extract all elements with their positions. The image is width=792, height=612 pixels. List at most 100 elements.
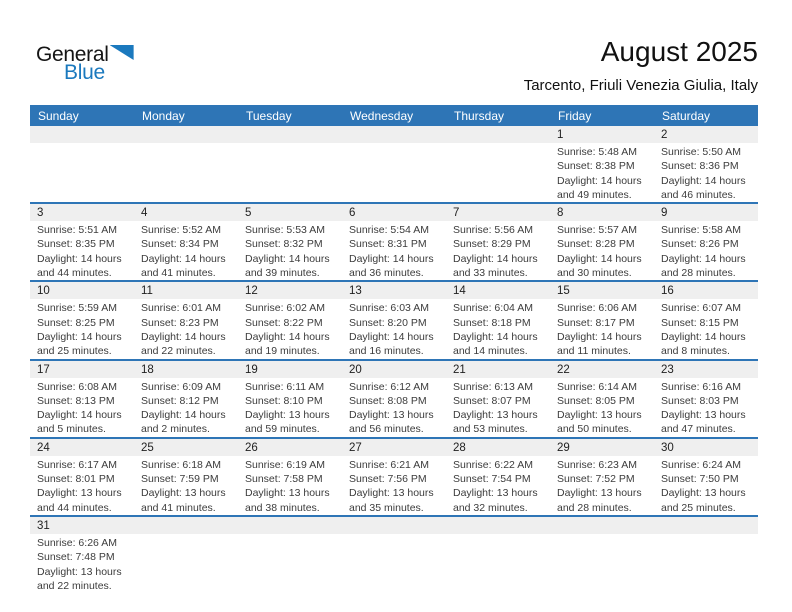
day-cell-22: 22 Sunrise: 6:14 AM Sunset: 8:05 PM Dayligh…: [550, 359, 654, 439]
sunset-text: Sunset: 8:31 PM: [349, 238, 427, 251]
sunrise-text: Sunrise: 6:26 AM: [37, 536, 117, 549]
sunrise-text: Sunrise: 5:57 AM: [557, 224, 637, 237]
day-details: Sunrise: 6:13 AM Sunset: 8:07 PM Daylight:…: [446, 378, 550, 437]
daylight-text: Daylight: 14 hours and 33 minutes.: [453, 252, 538, 280]
empty-cell: [30, 126, 134, 205]
day-details: Sunrise: 5:58 AM Sunset: 8:26 PM Daylight:…: [654, 221, 758, 280]
day-cell-21: 21 Sunrise: 6:13 AM Sunset: 8:07 PM Dayligh…: [446, 359, 550, 439]
calendar-table: Sunday Monday Tuesday Wednesday Thursday Frid…: [30, 105, 758, 593]
sunrise-text: Sunrise: 5:51 AM: [37, 224, 117, 237]
sunset-text: Sunset: 8:10 PM: [245, 394, 323, 407]
week-row-5: 24 Sunrise: 6:17 AM Sunset: 8:01 PM Dayligh…: [30, 437, 758, 517]
logo-text-general: General: [36, 43, 109, 66]
empty-cell: [134, 516, 238, 593]
day-cell-13: 13 Sunrise: 6:03 AM Sunset: 8:20 PM Dayligh…: [342, 281, 446, 361]
day-number-band: 13: [342, 282, 446, 300]
daylight-text: Daylight: 13 hours and 44 minutes.: [37, 487, 122, 514]
sunrise-text: Sunrise: 5:53 AM: [245, 224, 325, 237]
sunset-text: Sunset: 7:54 PM: [453, 473, 531, 486]
sunset-text: Sunset: 8:18 PM: [453, 316, 531, 329]
day-number-band: [550, 516, 654, 534]
sunrise-text: Sunrise: 5:58 AM: [661, 224, 741, 237]
day-details: Sunrise: 6:22 AM Sunset: 7:54 PM Daylight:…: [446, 456, 550, 515]
sunset-text: Sunset: 8:32 PM: [245, 238, 323, 251]
daylight-text: Daylight: 13 hours and 22 minutes.: [37, 565, 122, 592]
daylight-text: Daylight: 14 hours and 2 minutes.: [141, 409, 226, 436]
day-details: Sunrise: 6:06 AM Sunset: 8:17 PM Daylight:…: [550, 299, 654, 358]
sunset-text: Sunset: 7:58 PM: [245, 473, 323, 486]
sunrise-text: Sunrise: 6:22 AM: [453, 458, 533, 471]
day-details: Sunrise: 6:03 AM Sunset: 8:20 PM Daylight:…: [342, 299, 446, 358]
empty-cell: [134, 126, 238, 205]
sunrise-text: Sunrise: 6:04 AM: [453, 302, 533, 315]
day-number-band: 28: [446, 438, 550, 456]
day-number-band: 15: [550, 282, 654, 300]
day-number-band: 11: [134, 282, 238, 300]
sunrise-text: Sunrise: 6:11 AM: [245, 380, 325, 393]
page-title: August 2025: [600, 36, 758, 67]
day-cell-26: 26 Sunrise: 6:19 AM Sunset: 7:58 PM Dayligh…: [238, 437, 342, 517]
daylight-text: Daylight: 13 hours and 35 minutes.: [349, 487, 434, 514]
daylight-text: Daylight: 14 hours and 30 minutes.: [557, 252, 642, 280]
day-cell-2: 2 Sunrise: 5:50 AM Sunset: 8:36 PM Daylight…: [654, 126, 758, 205]
day-header-saturday: Saturday: [654, 105, 758, 126]
daylight-text: Daylight: 13 hours and 53 minutes.: [453, 409, 538, 436]
sunset-text: Sunset: 8:25 PM: [37, 316, 115, 329]
day-cell-31: 31 Sunrise: 6:26 AM Sunset: 7:48 PM Dayligh…: [30, 516, 134, 593]
logo-triangle-icon: [109, 45, 134, 60]
daylight-text: Daylight: 14 hours and 8 minutes.: [661, 330, 746, 358]
day-cell-6: 6 Sunrise: 5:54 AM Sunset: 8:31 PM Daylight…: [342, 203, 446, 283]
page-subtitle: Tarcento, Friuli Venezia Giulia, Italy: [523, 77, 758, 94]
day-details: Sunrise: 6:23 AM Sunset: 7:52 PM Daylight:…: [550, 456, 654, 515]
day-number-band: 14: [446, 282, 550, 300]
sunrise-text: Sunrise: 5:59 AM: [37, 302, 117, 315]
daylight-text: Daylight: 14 hours and 41 minutes.: [141, 252, 226, 280]
day-cell-28: 28 Sunrise: 6:22 AM Sunset: 7:54 PM Dayligh…: [446, 437, 550, 517]
day-cell-9: 9 Sunrise: 5:58 AM Sunset: 8:26 PM Daylight…: [654, 203, 758, 283]
day-header-wednesday: Wednesday: [342, 105, 446, 126]
sunset-text: Sunset: 7:50 PM: [661, 473, 739, 486]
sunrise-text: Sunrise: 6:14 AM: [557, 380, 637, 393]
sunset-text: Sunset: 8:38 PM: [557, 160, 635, 173]
day-header-tuesday: Tuesday: [238, 105, 342, 126]
day-number-band: [342, 516, 446, 534]
daylight-text: Daylight: 13 hours and 41 minutes.: [141, 487, 226, 514]
day-number-band: [238, 126, 342, 143]
empty-cell: [238, 126, 342, 205]
sunrise-text: Sunrise: 6:18 AM: [141, 458, 221, 471]
day-details: Sunrise: 5:50 AM Sunset: 8:36 PM Daylight:…: [654, 143, 758, 202]
sunset-text: Sunset: 8:35 PM: [37, 238, 115, 251]
day-details: Sunrise: 6:07 AM Sunset: 8:15 PM Daylight:…: [654, 299, 758, 358]
daylight-text: Daylight: 14 hours and 28 minutes.: [661, 252, 746, 280]
sunset-text: Sunset: 8:15 PM: [661, 316, 739, 329]
day-header-row: Sunday Monday Tuesday Wednesday Thursday Frid…: [30, 105, 758, 126]
daylight-text: Daylight: 13 hours and 50 minutes.: [557, 409, 642, 436]
day-number-band: 6: [342, 204, 446, 222]
day-number-band: [134, 516, 238, 534]
day-cell-12: 12 Sunrise: 6:02 AM Sunset: 8:22 PM Dayligh…: [238, 281, 342, 361]
day-details: Sunrise: 6:26 AM Sunset: 7:48 PM Daylight:…: [30, 534, 134, 593]
day-details: Sunrise: 6:08 AM Sunset: 8:13 PM Daylight:…: [30, 378, 134, 437]
sunrise-text: Sunrise: 5:52 AM: [141, 224, 221, 237]
day-number-band: 29: [550, 438, 654, 456]
sunset-text: Sunset: 8:13 PM: [37, 394, 115, 407]
week-row-6: 31 Sunrise: 6:26 AM Sunset: 7:48 PM Dayligh…: [30, 516, 758, 593]
day-details: Sunrise: 6:09 AM Sunset: 8:12 PM Daylight:…: [134, 378, 238, 437]
day-header-monday: Monday: [134, 105, 238, 126]
sunrise-text: Sunrise: 6:09 AM: [141, 380, 221, 393]
day-number-band: 24: [30, 438, 134, 456]
sunrise-text: Sunrise: 6:01 AM: [141, 302, 221, 315]
sunset-text: Sunset: 8:08 PM: [349, 394, 427, 407]
day-cell-11: 11 Sunrise: 6:01 AM Sunset: 8:23 PM Dayligh…: [134, 281, 238, 361]
day-details: Sunrise: 5:51 AM Sunset: 8:35 PM Daylight:…: [30, 221, 134, 280]
day-number-band: 4: [134, 204, 238, 222]
sunrise-text: Sunrise: 6:12 AM: [349, 380, 429, 393]
sunrise-text: Sunrise: 6:03 AM: [349, 302, 429, 315]
daylight-text: Daylight: 13 hours and 59 minutes.: [245, 409, 330, 436]
empty-cell: [342, 126, 446, 205]
week-row-2: 3 Sunrise: 5:51 AM Sunset: 8:35 PM Daylight…: [30, 203, 758, 283]
general-blue-logo: General Blue: [36, 44, 156, 83]
day-cell-20: 20 Sunrise: 6:12 AM Sunset: 8:08 PM Dayligh…: [342, 359, 446, 439]
sunrise-text: Sunrise: 6:08 AM: [37, 380, 117, 393]
daylight-text: Daylight: 14 hours and 44 minutes.: [37, 252, 122, 280]
